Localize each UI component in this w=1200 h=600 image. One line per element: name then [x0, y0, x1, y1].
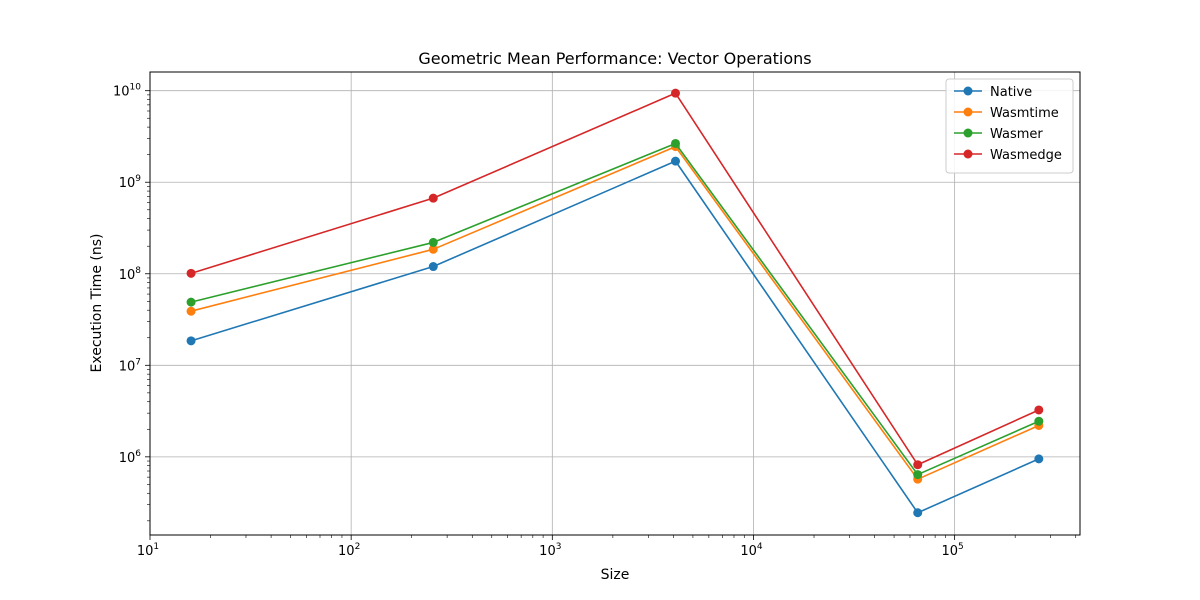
y-tick-label: 108 — [119, 266, 142, 283]
data-point-wasmedge — [670, 88, 680, 98]
legend-label-wasmedge: Wasmedge — [990, 148, 1062, 163]
data-point-wasmtime — [186, 306, 196, 316]
data-point-native — [186, 336, 196, 346]
data-point-wasmer — [428, 237, 438, 247]
y-axis-label: Execution Time (ns) — [89, 234, 105, 373]
data-point-wasmer — [1034, 416, 1044, 426]
series-line-native — [190, 160, 1040, 514]
y-axis-ticks: 106 107 108 109 1010 — [113, 83, 150, 522]
data-point-wasmer — [913, 470, 923, 480]
plot-frame — [149, 71, 1081, 536]
legend-label-wasmer: Wasmer — [990, 127, 1043, 142]
legend-label-native: Native — [990, 85, 1032, 100]
legend: Native Wasmtime Wasmer Wasmedge — [945, 78, 1074, 174]
legend-marker-wasmer — [963, 128, 973, 138]
x-axis-ticks: 101 102 103 104 105 — [137, 535, 1077, 559]
data-point-wasmer — [670, 138, 680, 148]
data-point-native — [670, 156, 680, 166]
series-group — [186, 88, 1044, 518]
series-line-wasmer — [190, 142, 1040, 476]
data-point-wasmedge — [913, 460, 923, 470]
legend-marker-wasmtime — [963, 107, 973, 117]
legend-label-wasmtime: Wasmtime — [990, 106, 1059, 121]
data-point-native — [1034, 454, 1044, 464]
legend-marker-wasmedge — [963, 149, 973, 159]
x-tick-label: 102 — [338, 542, 360, 559]
grid — [150, 72, 1080, 535]
data-point-wasmedge — [428, 193, 438, 203]
data-point-wasmtime — [428, 244, 438, 254]
x-tick-label: 104 — [740, 542, 763, 559]
series-line-wasmtime — [190, 145, 1040, 480]
x-tick-label: 103 — [539, 542, 561, 559]
data-point-native — [428, 262, 438, 272]
x-tick-label: 101 — [137, 542, 159, 559]
data-point-wasmedge — [186, 268, 196, 278]
y-tick-label: 107 — [119, 357, 141, 374]
data-point-wasmedge — [1034, 405, 1044, 415]
x-tick-label: 105 — [941, 542, 963, 559]
y-tick-label: 1010 — [113, 83, 141, 100]
legend-box — [945, 78, 1074, 174]
chart-title: Geometric Mean Performance: Vector Opera… — [418, 49, 811, 68]
legend-marker-native — [963, 86, 973, 96]
x-axis-label: Size — [601, 567, 630, 583]
data-point-native — [913, 508, 923, 518]
y-tick-label: 109 — [119, 174, 142, 191]
y-tick-label: 106 — [119, 449, 142, 466]
data-point-wasmer — [186, 297, 196, 307]
